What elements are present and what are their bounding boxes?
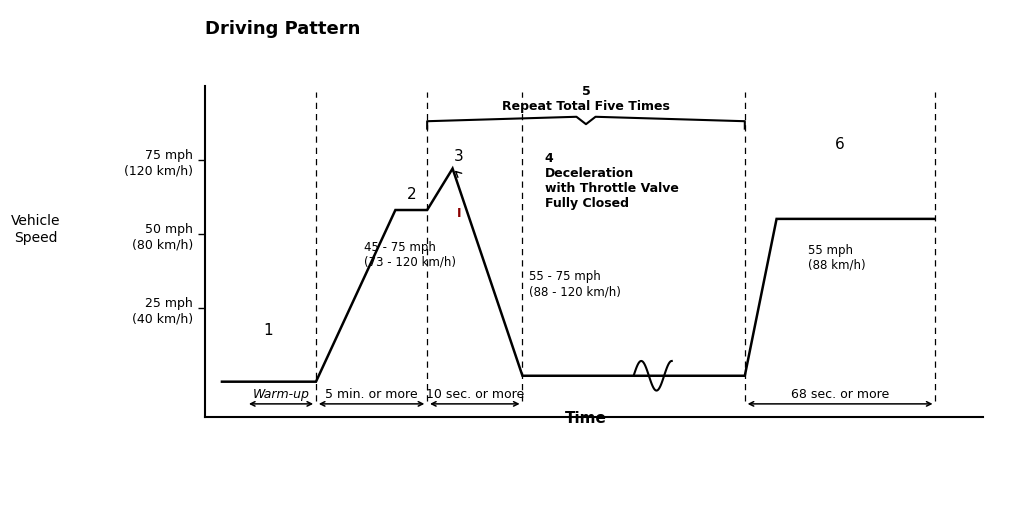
Text: 5 min. or more: 5 min. or more xyxy=(326,387,418,401)
Text: 4
Deceleration
with Throttle Valve
Fully Closed: 4 Deceleration with Throttle Valve Fully… xyxy=(545,152,679,209)
Text: 55 - 75 mph
(88 - 120 km/h): 55 - 75 mph (88 - 120 km/h) xyxy=(528,270,621,298)
Text: Warm-up: Warm-up xyxy=(253,387,309,401)
Text: Time: Time xyxy=(565,410,607,425)
Text: 6: 6 xyxy=(836,136,845,152)
Text: 2: 2 xyxy=(407,187,416,202)
Text: Driving Pattern: Driving Pattern xyxy=(205,20,360,38)
Text: 55 mph
(88 km/h): 55 mph (88 km/h) xyxy=(808,243,866,271)
Text: Vehicle
Speed: Vehicle Speed xyxy=(11,214,60,244)
Text: 5
Repeat Total Five Times: 5 Repeat Total Five Times xyxy=(502,85,670,113)
Text: 1: 1 xyxy=(263,323,273,337)
Text: 10 sec. or more: 10 sec. or more xyxy=(426,387,524,401)
Text: I: I xyxy=(457,207,461,220)
Text: 3: 3 xyxy=(455,148,464,163)
Text: 45 - 75 mph
(73 - 120 km/h): 45 - 75 mph (73 - 120 km/h) xyxy=(364,240,456,268)
Text: 68 sec. or more: 68 sec. or more xyxy=(791,387,889,401)
